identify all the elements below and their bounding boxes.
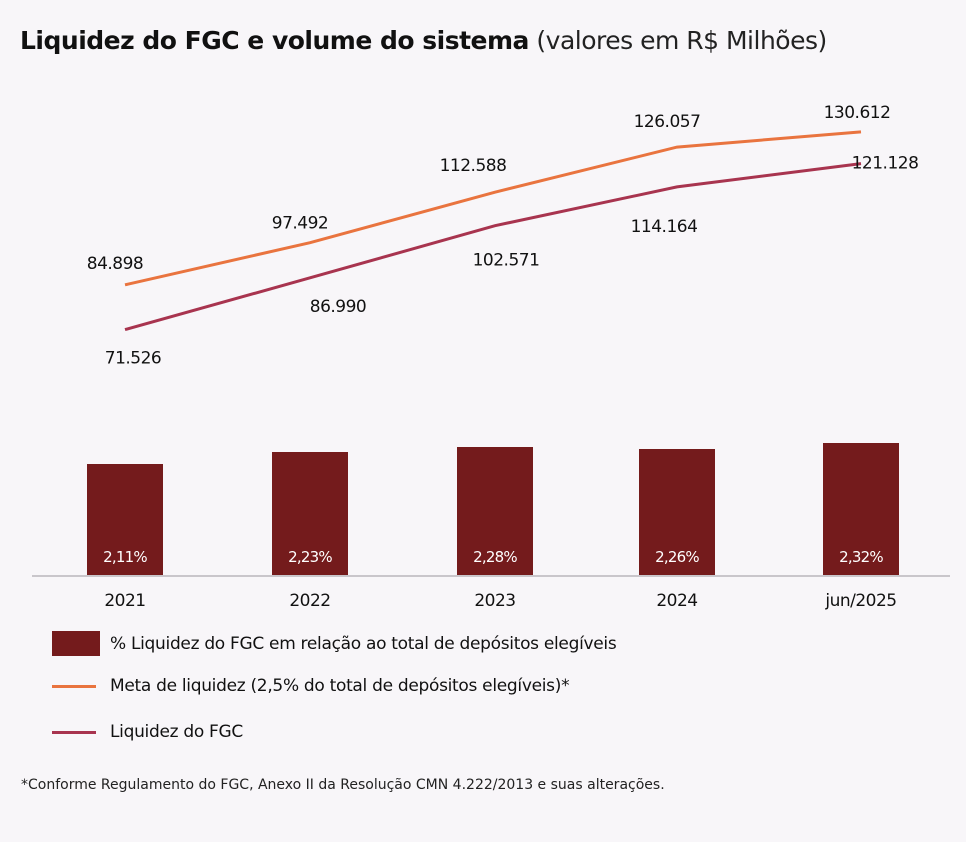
data-label: 102.571 (473, 251, 540, 271)
bar-label: 2,23% (288, 548, 332, 566)
legend-item-liquidez: Liquidez do FGC (52, 722, 243, 742)
bar-2023 (457, 447, 533, 575)
x-tick-label: 2021 (104, 591, 145, 611)
x-tick-label: 2024 (656, 591, 697, 611)
data-label: 130.612 (824, 103, 891, 123)
bar-label: 2,32% (839, 548, 883, 566)
series-line-1 (124, 162, 862, 332)
legend-label-meta: Meta de liquidez (2,5% do total de depós… (110, 676, 570, 696)
x-tick-label: 2022 (289, 591, 330, 611)
bar-2024 (639, 449, 715, 575)
bar-2022 (272, 452, 348, 575)
x-tick-label: jun/2025 (824, 591, 896, 611)
data-label: 71.526 (105, 349, 161, 369)
legend-label-liquidez: Liquidez do FGC (110, 722, 243, 742)
data-label: 84.898 (87, 254, 143, 274)
series-line-0 (124, 130, 862, 287)
data-label: 112.588 (440, 156, 507, 176)
bar-label: 2,11% (103, 548, 147, 566)
chart-area: 2,11% 2021 2,23% 2022 2,28% 2023 2,26% 2024 2,32… (32, 103, 950, 611)
data-label: 126.057 (634, 112, 701, 132)
x-tick-label: 2023 (474, 591, 515, 611)
bar-jun/2025 (823, 443, 899, 575)
legend-item-bars: % Liquidez do FGC em relação ao total de… (52, 631, 617, 656)
bar-label: 2,26% (655, 548, 699, 566)
legend-label-bars: % Liquidez do FGC em relação ao total de… (110, 633, 617, 654)
legend-swatch-meta (52, 684, 96, 688)
data-label: 86.990 (310, 297, 366, 317)
bar-label: 2,28% (473, 548, 517, 566)
bar-2021 (87, 464, 163, 575)
legend-swatch-liquidez (52, 730, 96, 734)
legend-swatch-bars (52, 631, 100, 656)
footnote: *Conforme Regulamento do FGC, Anexo II d… (21, 777, 665, 793)
data-label: 121.128 (852, 154, 919, 174)
chart-title: Liquidez do FGC e volume do sistema (val… (20, 26, 827, 55)
data-label: 97.492 (272, 214, 328, 234)
data-label: 114.164 (631, 217, 698, 237)
legend-item-meta: Meta de liquidez (2,5% do total de depós… (52, 676, 570, 696)
title-subtitle: (valores em R$ Milhões) (536, 26, 827, 55)
title-main: Liquidez do FGC e volume do sistema (20, 26, 529, 55)
